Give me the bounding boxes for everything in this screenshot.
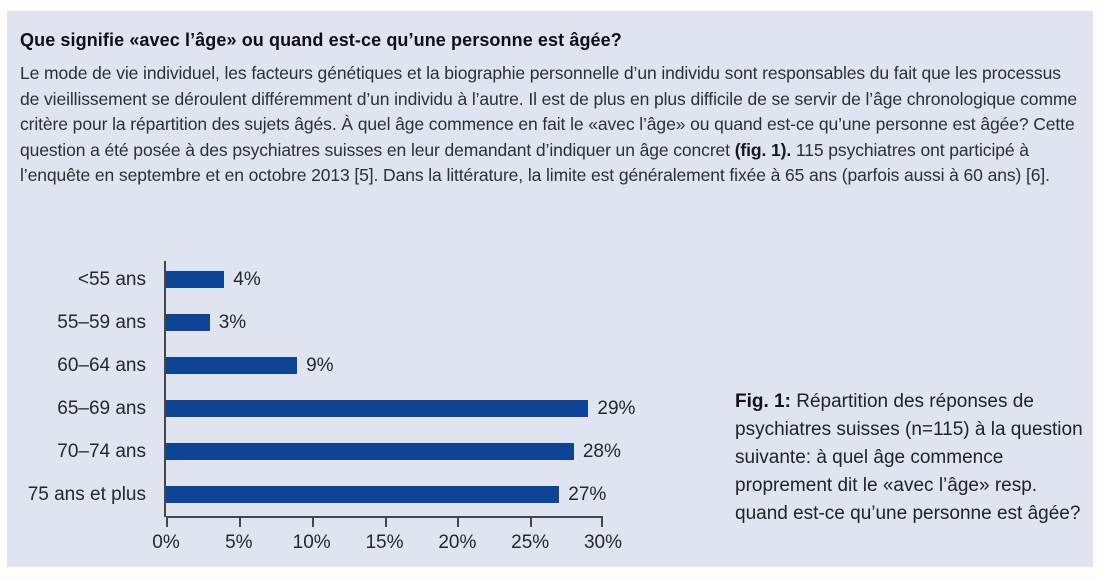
bar-row: 70–74 ans 28%	[20, 430, 665, 473]
paragraph-segment: Le mode de vie individuel, les facteurs …	[20, 63, 1078, 160]
bar-category-label: 70–74 ans	[57, 440, 146, 462]
x-axis: 0% 5% 10% 15% 20% 25% 30%	[152, 516, 622, 560]
x-axis-tick-label: 5%	[225, 532, 253, 553]
bar-category-label: 65–69 ans	[57, 397, 146, 419]
figure-reference: (fig. 1).	[734, 139, 792, 160]
x-axis-tick	[384, 518, 387, 527]
bar-category-label: 60–64 ans	[57, 354, 146, 376]
bar-value-label: 4%	[233, 268, 261, 290]
bar-row: 60–64 ans 9%	[20, 344, 665, 387]
bar-track: 4%	[166, 258, 665, 301]
bar-row: 55–59 ans 3%	[20, 301, 665, 344]
bar-category-label: <55 ans	[77, 268, 146, 290]
bar-category-label: 75 ans et plus	[27, 483, 146, 505]
bar-row: 65–69 ans 29%	[20, 387, 665, 430]
bar-track: 3%	[166, 301, 665, 344]
x-axis-tick-label: 0%	[152, 532, 180, 553]
panel-heading: Que signifie «avec l’âge» ou quand est-c…	[20, 30, 622, 50]
bar-value-label: 29%	[597, 397, 636, 419]
paragraph-segment: 115 psychiatres ont participé à l’enquêt…	[20, 139, 1050, 186]
x-axis-tick	[166, 518, 168, 527]
bar	[166, 314, 210, 331]
chart-area: <55 ans 4% 55–59 ans 3% 60–64 ans 9% 65–69 ans…	[20, 258, 1091, 560]
x-axis-tick-label: 25%	[511, 532, 550, 553]
x-axis-tick	[601, 518, 603, 527]
x-axis-tick	[457, 518, 460, 527]
bar	[166, 271, 225, 288]
figure-caption-label: Fig. 1:	[735, 391, 791, 412]
bar-chart: <55 ans 4% 55–59 ans 3% 60–64 ans 9% 65–69 ans…	[20, 258, 665, 560]
x-axis-tick-label: 15%	[365, 532, 404, 553]
bar-track: 9%	[166, 344, 665, 387]
bar-category-label: 55–59 ans	[57, 311, 146, 333]
x-axis-tick	[311, 518, 314, 527]
x-axis-tick-label: 10%	[292, 532, 331, 553]
x-axis-tick	[238, 518, 241, 527]
info-panel: Que signifie «avec l’âge» ou quand est-c…	[7, 11, 1093, 567]
x-axis-tick-label: 20%	[438, 532, 477, 553]
bar	[166, 443, 574, 460]
bar-value-label: 27%	[568, 483, 607, 505]
bar-track: 29%	[166, 387, 665, 430]
bar	[166, 486, 560, 503]
bar-row: 75 ans et plus 27%	[20, 473, 665, 516]
bar-plot-area: <55 ans 4% 55–59 ans 3% 60–64 ans 9% 65–69 ans…	[20, 258, 665, 516]
figure-caption: Fig. 1: Répartition des réponses de psyc…	[735, 388, 1091, 528]
bar-value-label: 9%	[306, 354, 334, 376]
x-axis-tick	[530, 518, 533, 527]
bar-track: 28%	[166, 430, 665, 473]
bar-row: <55 ans 4%	[20, 258, 665, 301]
bar-track: 27%	[166, 473, 665, 516]
bar-value-label: 3%	[218, 311, 247, 333]
bar-value-label: 28%	[582, 440, 621, 462]
bar	[166, 400, 589, 417]
x-axis-tick-label: 30%	[583, 532, 623, 553]
panel-paragraph: Le mode de vie individuel, les facteurs …	[20, 61, 1080, 189]
y-axis-line	[164, 261, 166, 517]
figure-caption-text: Répartition des réponses de psychiatres …	[735, 391, 1083, 524]
bar	[166, 357, 298, 374]
